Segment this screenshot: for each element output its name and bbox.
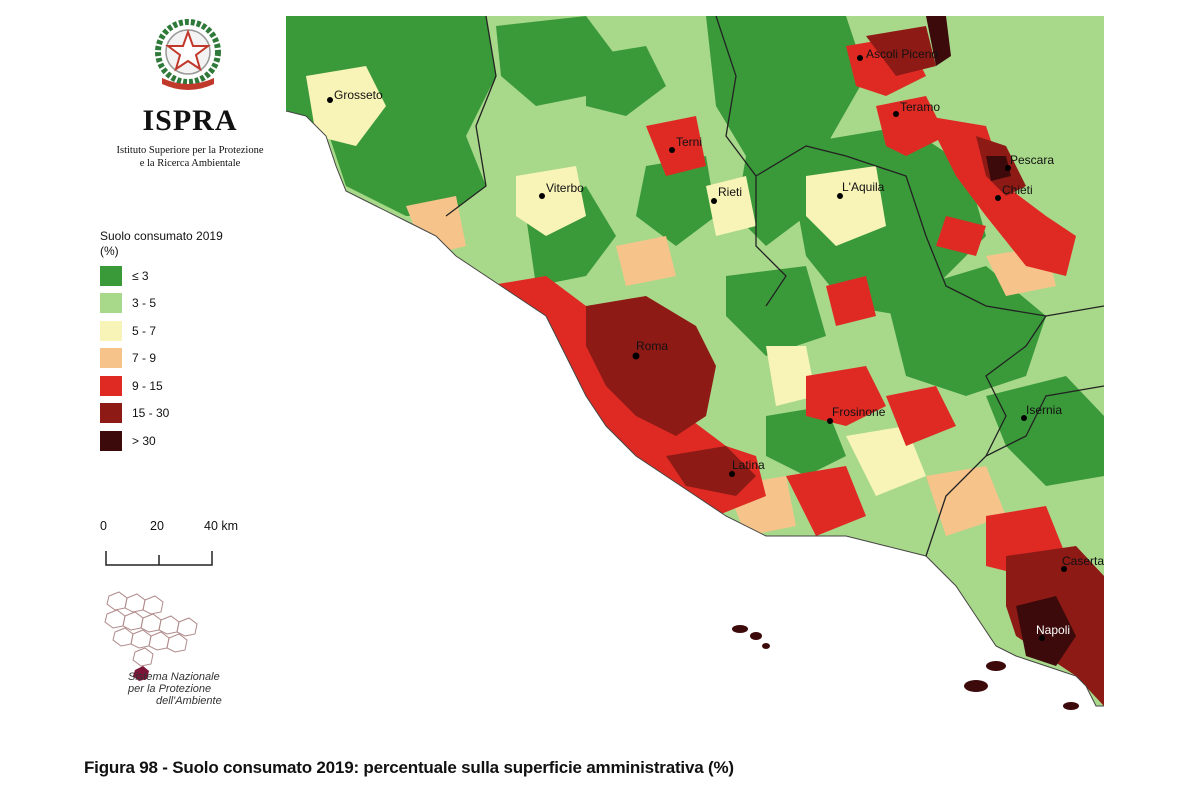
city-label: Latina [732, 458, 765, 472]
legend-swatch [100, 348, 122, 369]
legend-title-line2: (%) [100, 244, 119, 258]
city-marker-frosinone: Frosinone [827, 405, 886, 424]
city-marker-teramo: Teramo [893, 100, 940, 117]
city-label: Pescara [1010, 153, 1054, 167]
legend-item: ≤ 3 [100, 262, 169, 290]
city-marker-isernia: Isernia [1021, 403, 1062, 421]
legend-swatch [100, 430, 122, 451]
islands [732, 625, 1079, 710]
snpa-text: Sistema Nazionale per la Protezione dell… [128, 671, 222, 707]
city-marker-caserta: Caserta [1061, 554, 1104, 572]
legend-swatch [100, 375, 122, 396]
legend-swatch [100, 403, 122, 424]
snpa-line3: dell'Ambiente [156, 695, 222, 707]
scale-label-20: 20 [150, 519, 164, 533]
legend-item: 5 - 7 [100, 317, 169, 345]
legend-label: ≤ 3 [132, 268, 149, 283]
city-label: Chieti [1002, 183, 1033, 197]
snpa-logo-graphic [104, 591, 198, 681]
legend-item: > 30 [100, 427, 169, 455]
legend-title-line1: Suolo consumato 2019 [100, 229, 223, 243]
legend-label: 15 - 30 [132, 406, 170, 421]
snpa-line1: Sistema Nazionale [128, 671, 220, 683]
ispra-logo-text: ISPRA [142, 104, 238, 137]
legend-swatch [100, 265, 122, 286]
legend-title: Suolo consumato 2019 (%) [100, 229, 223, 259]
city-marker-napoli: Napoli [1036, 623, 1070, 641]
city-label: Teramo [900, 100, 940, 114]
legend-label: > 30 [132, 433, 156, 448]
legend-label: 9 - 15 [132, 378, 163, 393]
city-label: Rieti [718, 185, 742, 199]
scale-label-40: 40 km [204, 519, 239, 533]
land-consumption-map: Grosseto Ascoli Piceno Teramo Terni Pesc… [286, 16, 1104, 726]
italian-republic-emblem [155, 19, 221, 90]
city-marker-rieti: Rieti [711, 185, 742, 204]
legend-item: 15 - 30 [100, 400, 169, 428]
region-boundaries [445, 16, 1104, 557]
city-marker-viterbo: Viterbo [539, 181, 584, 199]
city-label: Grosseto [334, 88, 383, 102]
legend: ≤ 3 3 - 5 5 - 7 7 - 9 9 - 15 15 - 30 > 3… [100, 262, 169, 455]
city-label: Ascoli Piceno [866, 47, 938, 61]
city-marker-chieti: Chieti [995, 183, 1033, 201]
legend-label: 5 - 7 [132, 323, 157, 338]
city-marker-ascoli-piceno: Ascoli Piceno [857, 47, 938, 61]
ispra-subtitle: Istituto Superiore per la Protezione e l… [95, 144, 285, 170]
city-marker-latina: Latina [729, 458, 765, 477]
legend-item: 7 - 9 [100, 345, 169, 373]
class-gt30-areas [926, 16, 1076, 666]
city-marker-terni: Terni [669, 135, 702, 153]
city-label: Isernia [1026, 403, 1062, 417]
class-le3-areas [286, 16, 1104, 486]
city-label: Frosinone [832, 405, 886, 419]
legend-item: 9 - 15 [100, 372, 169, 400]
city-label: Roma [636, 339, 668, 353]
city-label: Caserta [1062, 554, 1104, 568]
scale-label-0: 0 [100, 519, 107, 533]
city-marker-laquila: L'Aquila [837, 180, 885, 199]
city-markers: Grosseto Ascoli Piceno Teramo Terni Pesc… [327, 47, 1104, 641]
legend-swatch [100, 293, 122, 314]
legend-item: 3 - 5 [100, 290, 169, 318]
snpa-line2: per la Protezione [128, 683, 212, 695]
class-5-7-areas [306, 66, 926, 496]
ispra-subtitle-line2: e la Ricerca Ambientale [139, 158, 241, 169]
ispra-subtitle-line1: Istituto Superiore per la Protezione [116, 145, 264, 156]
scale-bar: 0 20 40 km [100, 519, 250, 579]
city-label: Viterbo [546, 181, 584, 195]
city-marker-grosseto: Grosseto [327, 88, 383, 103]
scale-bar-line [105, 551, 213, 566]
legend-label: 7 - 9 [132, 351, 157, 366]
coastline [286, 110, 1104, 707]
city-label: Napoli [1036, 623, 1070, 637]
legend-label: 3 - 5 [132, 296, 157, 311]
map-land [286, 16, 1104, 706]
city-label: L'Aquila [842, 180, 885, 194]
legend-swatch [100, 320, 122, 341]
map-svg: Grosseto Ascoli Piceno Teramo Terni Pesc… [286, 16, 1104, 710]
city-marker-pescara: Pescara [1005, 153, 1054, 171]
figure-caption: Figura 98 - Suolo consumato 2019: percen… [84, 758, 734, 777]
city-label: Terni [676, 135, 702, 149]
city-marker-roma: Roma [632, 339, 668, 360]
